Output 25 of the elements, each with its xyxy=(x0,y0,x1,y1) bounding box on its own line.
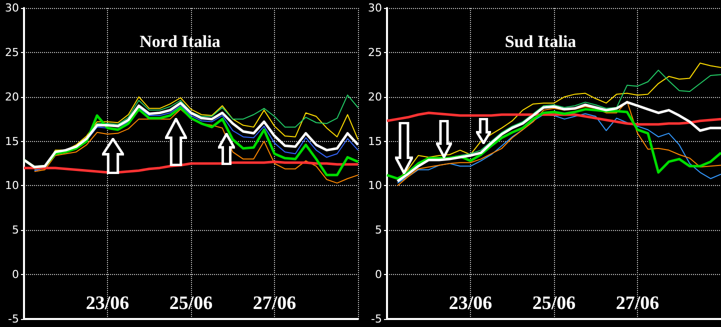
y-tick-label: 15 xyxy=(5,134,19,148)
y-tick-label: 10 xyxy=(5,179,19,192)
y-tick-label: 0 xyxy=(375,268,382,282)
y-tick-label: 30 xyxy=(368,2,382,14)
y-tick-label: 5 xyxy=(375,224,382,237)
y-tick-label: 0 xyxy=(12,268,19,282)
x-tick-label: 27/06 xyxy=(252,293,296,314)
text: Sud Italia xyxy=(504,32,577,51)
y-tick-label: 30 xyxy=(5,2,19,14)
y-tick-label: 10 xyxy=(368,179,382,192)
y-tick-label: 20 xyxy=(5,90,19,104)
x-tick-label: 25/06 xyxy=(532,293,576,314)
y-tick-label: -5 xyxy=(8,312,19,326)
y-tick-label: 20 xyxy=(368,90,382,104)
y-tick-label: -5 xyxy=(371,312,382,326)
y-tick-label: 25 xyxy=(368,46,382,59)
y-tick-label: 25 xyxy=(5,46,19,59)
x-tick-label: 27/06 xyxy=(616,293,660,314)
x-tick-label: 23/06 xyxy=(86,293,130,314)
y-tick-label: 15 xyxy=(368,134,382,148)
text: Nord Italia xyxy=(140,32,221,51)
y-tick-label: 5 xyxy=(12,224,19,237)
x-tick-label: 25/06 xyxy=(169,293,213,314)
line-series xyxy=(386,112,721,126)
x-tick-label: 23/06 xyxy=(448,293,492,314)
